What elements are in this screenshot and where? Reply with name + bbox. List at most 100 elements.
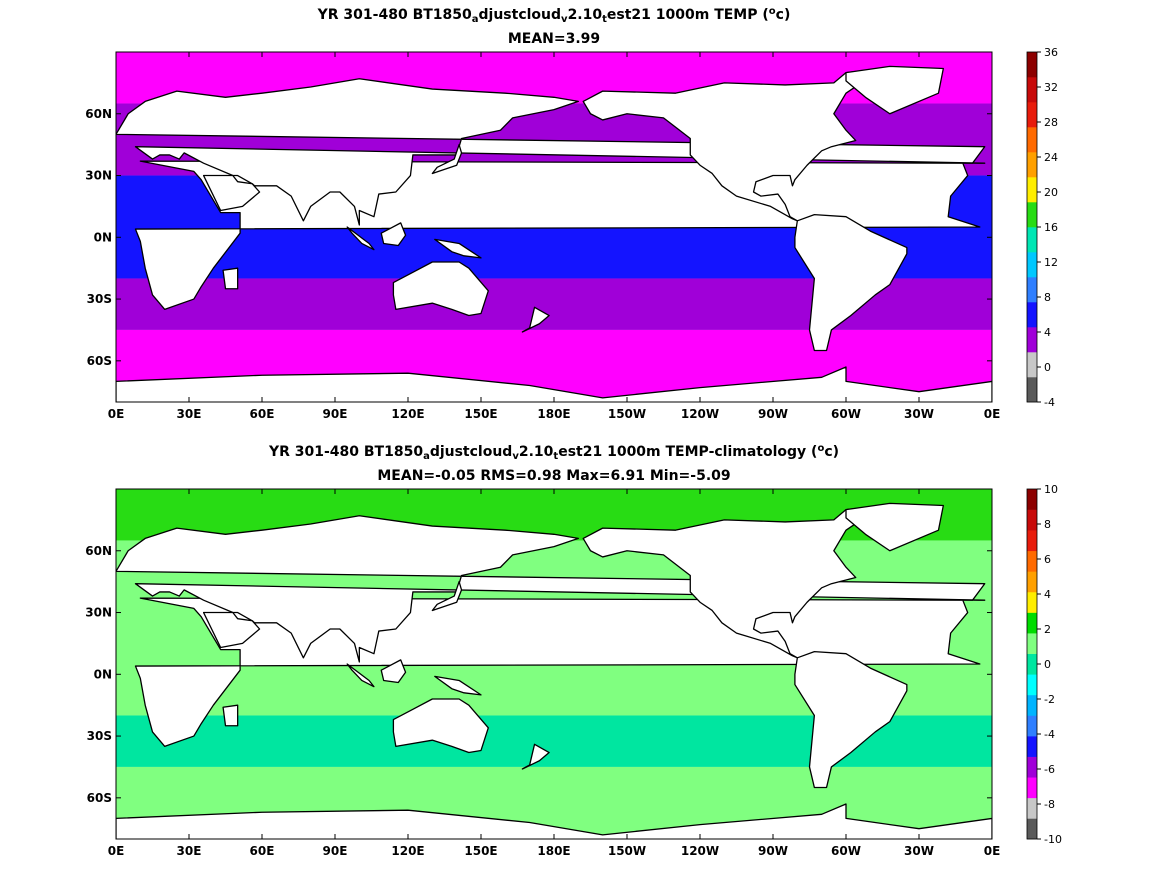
land-mass-12 [521, 743, 550, 770]
colorbar-swatch [1027, 715, 1037, 737]
y-tick-label: 60S [87, 354, 112, 368]
y-tick-label: 60N [85, 544, 112, 558]
x-tick-label: 120W [681, 407, 719, 421]
land-mass-8 [380, 222, 407, 247]
colorbar-swatch [1027, 177, 1037, 203]
x-tick-label: 0E [984, 844, 1001, 858]
colorbar-swatch [1027, 736, 1037, 757]
land-mass-5 [794, 213, 908, 352]
land-mass-7 [222, 267, 239, 290]
colorbar-swatch [1027, 777, 1037, 799]
land-mass-9 [346, 226, 375, 251]
colorbar-tick-label: 32 [1044, 81, 1058, 94]
panel1-map: 0E 30E 60E 90E 120E 150E 180E 150W 120W 90W 60W 30W… [85, 46, 1058, 421]
x-tick-label: 60W [831, 407, 861, 421]
x-tick-label: 60W [831, 844, 861, 858]
colorbar-swatch [1027, 102, 1037, 128]
x-tick-label: 30E [177, 407, 202, 421]
ocean-field [116, 489, 992, 839]
land-mass-11 [431, 580, 463, 612]
panel2-subtitle: MEAN=-0.05 RMS=0.98 Max=6.91 Min=-5.09 [377, 468, 731, 484]
land-mass-2 [202, 611, 261, 649]
colorbar-tick-label: 4 [1044, 326, 1051, 339]
y-tick-label: 60N [85, 107, 112, 121]
y-tick-label: 0N [94, 230, 112, 244]
land-mass-12 [521, 306, 550, 333]
colorbar-tick-label: 20 [1044, 186, 1058, 199]
colorbar-tick-label: -4 [1044, 728, 1055, 741]
land-mass-4 [845, 502, 944, 552]
colorbar-tick-label: 28 [1044, 116, 1058, 129]
x-tick-label: 60E [250, 844, 275, 858]
colorbar-tick-label: 12 [1044, 256, 1058, 269]
colorbar-swatch [1027, 530, 1037, 552]
land-mass-9 [346, 663, 375, 688]
colorbar-tick-label: 16 [1044, 221, 1058, 234]
x-tick-label: 150E [464, 844, 497, 858]
colorbar-tick-label: 10 [1044, 483, 1058, 496]
panel2-map: 0E 30E 60E 90E 120E 150E 180E 150W 120W 90W 60W 30W… [85, 483, 1062, 858]
x-tick-label: 30E [177, 844, 202, 858]
colorbar-tick-label: -6 [1044, 763, 1055, 776]
colorbar-tick-label: 6 [1044, 553, 1051, 566]
x-tick-label: 30W [904, 844, 934, 858]
land-mass-1 [116, 78, 986, 226]
colorbar-tick-label: 4 [1044, 588, 1051, 601]
colorbar-swatch [1027, 818, 1037, 840]
x-tick-label: 0E [108, 844, 125, 858]
x-tick-label: 90W [758, 844, 788, 858]
colorbar-swatch [1027, 571, 1037, 593]
land-mass-4 [845, 65, 944, 115]
x-tick-label: 150W [608, 407, 646, 421]
x-tick-label: 180E [537, 844, 570, 858]
panel2-title: YR 301-480 BT1850adjustcloudv2.10test21 … [268, 443, 840, 462]
x-tick-label: 90E [323, 844, 348, 858]
land-mass-11 [431, 143, 463, 175]
colorbar-swatch [1027, 227, 1037, 253]
colorbar-swatch [1027, 633, 1037, 655]
colorbar-swatch [1027, 756, 1037, 778]
land-mass-7 [222, 704, 239, 727]
colorbar-swatch [1027, 591, 1037, 613]
colorbar-swatch [1027, 797, 1037, 819]
colorbar-tick-label: 0 [1044, 658, 1051, 671]
colorbar-swatch [1027, 202, 1037, 228]
colorbar-tick-label: 8 [1044, 291, 1051, 304]
colorbar-tick-label: -10 [1044, 833, 1062, 846]
colorbar-swatch [1027, 674, 1037, 696]
x-tick-label: 30W [904, 407, 934, 421]
colorbar-tick-label: 8 [1044, 518, 1051, 531]
x-tick-label: 120W [681, 844, 719, 858]
colorbar-swatch [1027, 694, 1037, 716]
colorbar-swatch [1027, 152, 1037, 178]
land-mass-8 [380, 659, 407, 684]
x-tick-label: 60E [250, 407, 275, 421]
land-mass-6 [392, 261, 489, 317]
colorbar-swatch [1027, 352, 1037, 378]
x-tick-label: 150W [608, 844, 646, 858]
colorbar-swatch [1027, 327, 1037, 353]
land-mass-1 [116, 515, 986, 663]
colorbar-swatch [1027, 509, 1037, 531]
colorbar-tick-label: 2 [1044, 623, 1051, 636]
land-mass-10 [434, 238, 482, 259]
x-tick-label: 0E [984, 407, 1001, 421]
colorbar-swatch [1027, 550, 1037, 572]
colorbar-tick-label: -2 [1044, 693, 1055, 706]
x-tick-label: 90E [323, 407, 348, 421]
x-tick-label: 120E [391, 844, 424, 858]
y-tick-label: 30S [87, 729, 112, 743]
land-mass-6 [392, 698, 489, 754]
land-mass-2 [202, 174, 261, 212]
colorbar-swatch [1027, 377, 1037, 403]
ocean-field [116, 52, 992, 402]
land-mass-10 [434, 675, 482, 696]
colorbar-swatch [1027, 252, 1037, 278]
colorbar-swatch [1027, 277, 1037, 303]
y-tick-label: 0N [94, 667, 112, 681]
colorbar-swatch [1027, 127, 1037, 153]
x-tick-label: 90W [758, 407, 788, 421]
land-mass-5 [794, 650, 908, 789]
y-tick-label: 30N [85, 606, 112, 620]
